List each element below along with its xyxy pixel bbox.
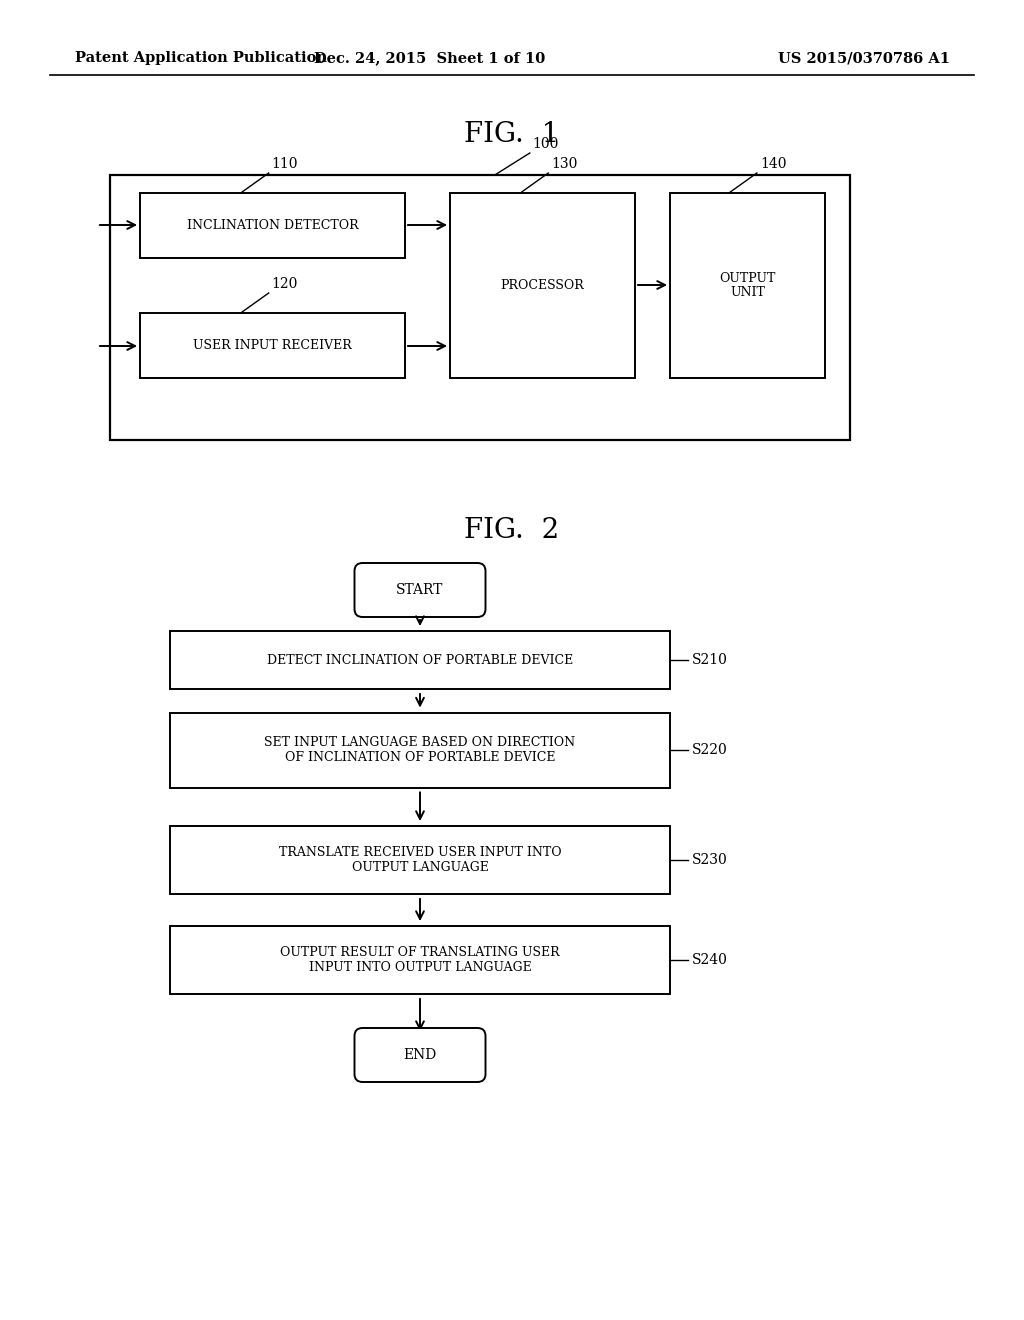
FancyBboxPatch shape — [140, 313, 406, 378]
Text: S230: S230 — [692, 853, 728, 867]
FancyBboxPatch shape — [170, 713, 670, 788]
Text: FIG.  1: FIG. 1 — [464, 121, 560, 149]
FancyBboxPatch shape — [170, 631, 670, 689]
Text: S210: S210 — [692, 653, 728, 667]
Text: FIG.  2: FIG. 2 — [464, 516, 560, 544]
Text: S220: S220 — [692, 743, 728, 756]
Text: US 2015/0370786 A1: US 2015/0370786 A1 — [778, 51, 950, 65]
Text: OUTPUT RESULT OF TRANSLATING USER
INPUT INTO OUTPUT LANGUAGE: OUTPUT RESULT OF TRANSLATING USER INPUT … — [281, 946, 560, 974]
FancyBboxPatch shape — [450, 193, 635, 378]
Text: S240: S240 — [692, 953, 728, 968]
Text: 120: 120 — [271, 277, 298, 290]
Text: Patent Application Publication: Patent Application Publication — [75, 51, 327, 65]
Text: START: START — [396, 583, 443, 597]
Text: SET INPUT LANGUAGE BASED ON DIRECTION
OF INCLINATION OF PORTABLE DEVICE: SET INPUT LANGUAGE BASED ON DIRECTION OF… — [264, 737, 575, 764]
Text: PROCESSOR: PROCESSOR — [501, 279, 585, 292]
Text: DETECT INCLINATION OF PORTABLE DEVICE: DETECT INCLINATION OF PORTABLE DEVICE — [267, 653, 573, 667]
FancyBboxPatch shape — [170, 927, 670, 994]
Text: TRANSLATE RECEIVED USER INPUT INTO
OUTPUT LANGUAGE: TRANSLATE RECEIVED USER INPUT INTO OUTPU… — [279, 846, 561, 874]
Text: 130: 130 — [551, 157, 578, 172]
Text: Dec. 24, 2015  Sheet 1 of 10: Dec. 24, 2015 Sheet 1 of 10 — [314, 51, 546, 65]
FancyBboxPatch shape — [110, 176, 850, 440]
Text: INCLINATION DETECTOR: INCLINATION DETECTOR — [186, 219, 358, 232]
FancyBboxPatch shape — [140, 193, 406, 257]
Text: OUTPUT
UNIT: OUTPUT UNIT — [719, 272, 776, 300]
Text: 110: 110 — [271, 157, 298, 172]
Text: 140: 140 — [760, 157, 786, 172]
Text: 100: 100 — [532, 137, 559, 150]
Text: END: END — [403, 1048, 436, 1063]
Text: USER INPUT RECEIVER: USER INPUT RECEIVER — [194, 339, 352, 352]
FancyBboxPatch shape — [354, 1028, 485, 1082]
FancyBboxPatch shape — [670, 193, 825, 378]
FancyBboxPatch shape — [170, 826, 670, 894]
FancyBboxPatch shape — [354, 564, 485, 616]
